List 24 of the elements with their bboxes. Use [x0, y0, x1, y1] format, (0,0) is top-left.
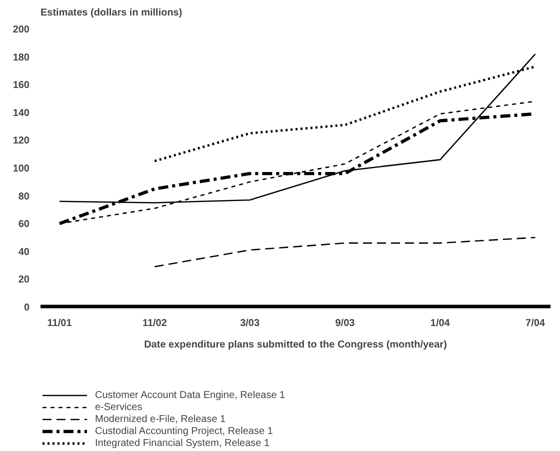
legend-label: e-Services: [95, 401, 142, 413]
y-tick-label: 60: [18, 219, 30, 230]
y-tick-label: 20: [18, 274, 30, 286]
y-tick-label: 0: [24, 302, 30, 314]
legend-label: Custodial Accounting Project, Release 1: [95, 425, 273, 437]
y-tick-label: 200: [12, 24, 30, 36]
legend-label: Customer Account Data Engine, Release 1: [95, 389, 286, 401]
x-tick-label: 11/02: [142, 318, 168, 329]
y-tick-label: 80: [18, 191, 30, 202]
x-tick-label: 1/04: [430, 318, 450, 329]
x-tick-label: 3/03: [240, 318, 260, 329]
y-tick-label: 160: [12, 80, 30, 92]
y-axis-title: Estimates (dollars in millions): [40, 8, 182, 18]
y-tick-label: 180: [12, 52, 30, 64]
legend-label: Integrated Financial System, Release 1: [95, 437, 270, 449]
x-tick-label: 7/04: [526, 318, 546, 329]
y-tick-label: 100: [12, 164, 30, 175]
legend-label: Modernized e-File, Release 1: [95, 413, 226, 425]
y-tick-label: 40: [18, 246, 30, 258]
y-tick-label: 140: [12, 108, 30, 119]
y-tick-label: 120: [12, 136, 30, 147]
x-tick-label: 11/01: [47, 318, 72, 329]
x-axis-title: Date expenditure plans submitted to the Congress (month/year): [144, 340, 447, 350]
x-tick-label: 9/03: [335, 318, 356, 329]
